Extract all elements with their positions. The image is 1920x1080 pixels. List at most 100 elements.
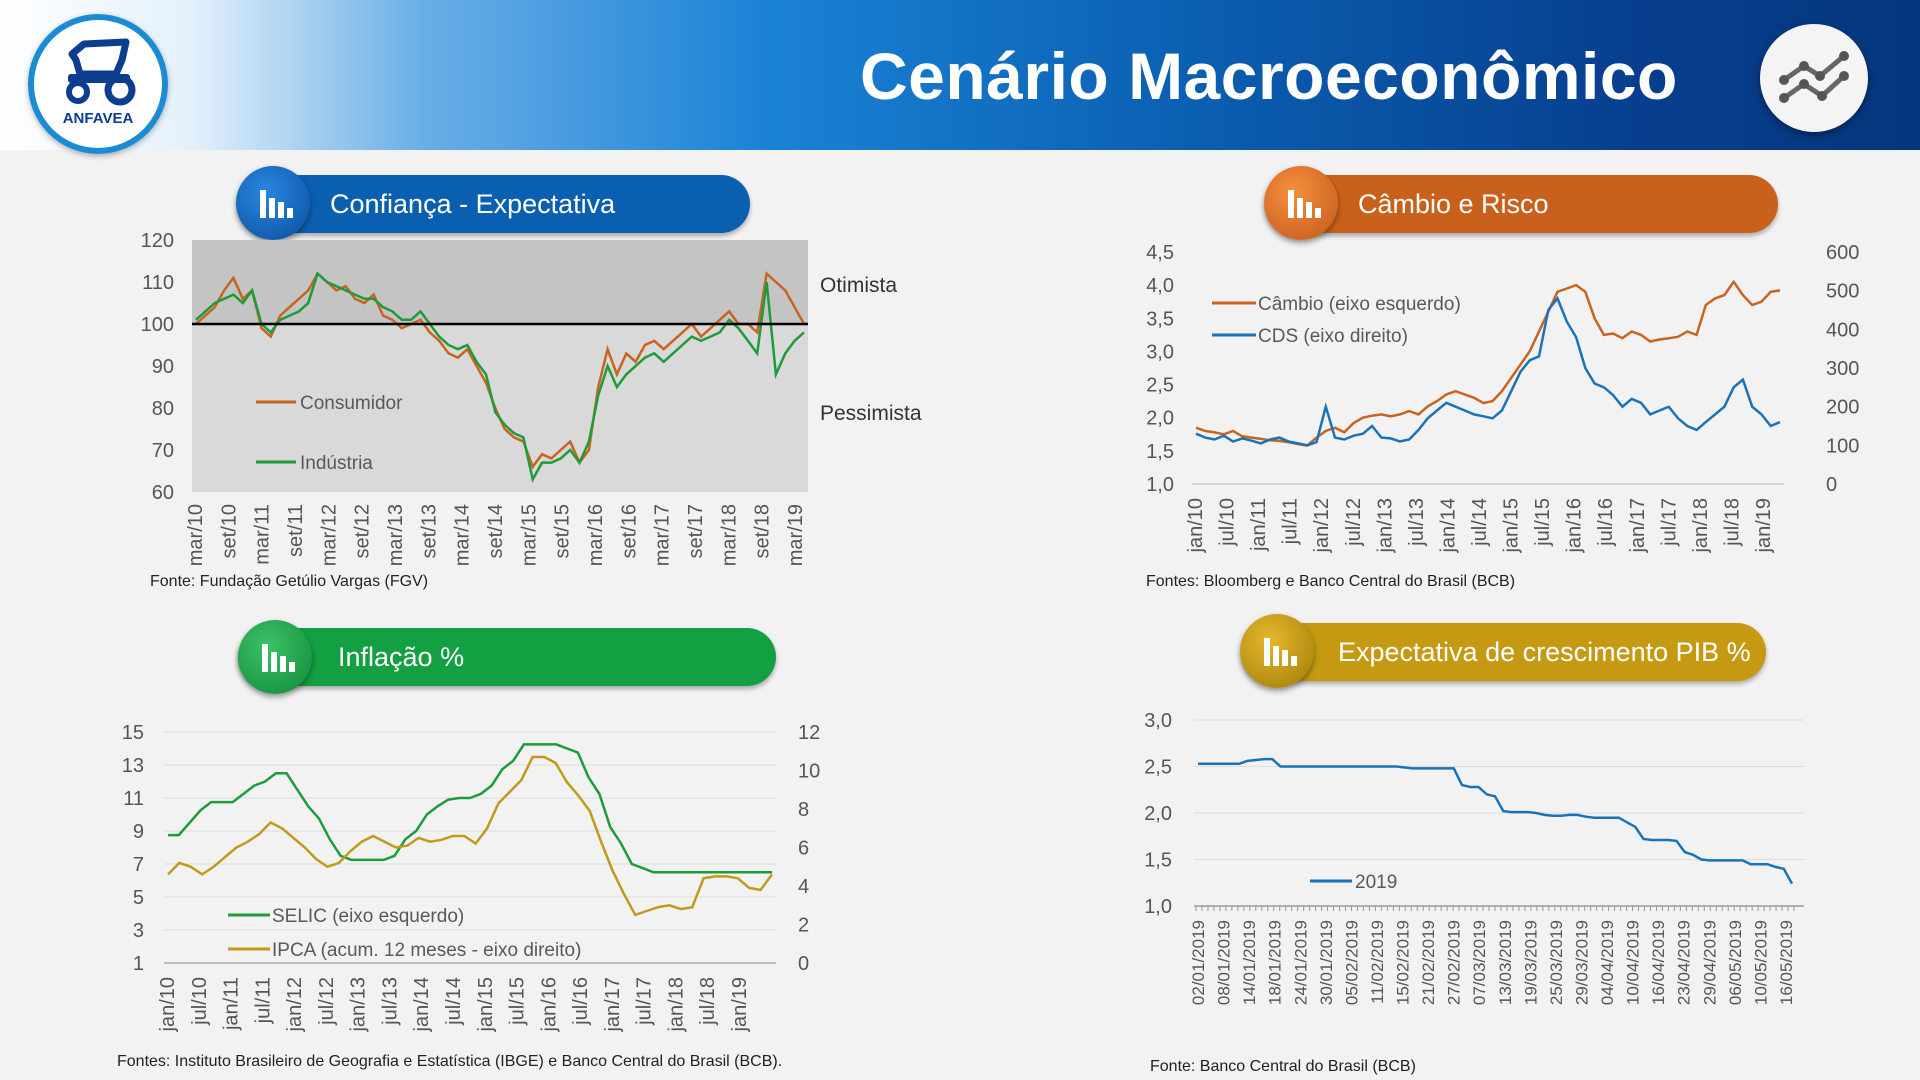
inflacao-x-tick-label: jan/17 bbox=[602, 977, 624, 1033]
y-left-tick-label: 1 bbox=[133, 953, 144, 975]
bar-chart-icon bbox=[1264, 166, 1338, 240]
confianca-source: Fonte: Fundação Getúlio Vargas (FGV) bbox=[150, 573, 429, 590]
pib-chart: 1,0 1,5 2,0 2,5 3,0 2019 02/01/2019 08/01/2019 1… bbox=[1144, 710, 1804, 1005]
pib-x-tick-label: 27/02/2019 bbox=[1445, 920, 1464, 1005]
pib-x-tick-label: 18/01/2019 bbox=[1266, 920, 1285, 1005]
inflacao-x-tick-label: jul/18 bbox=[697, 977, 719, 1026]
annotation-pessimista: Pessimista bbox=[820, 402, 922, 425]
pib-x-tick-label: 15/02/2019 bbox=[1394, 920, 1413, 1005]
cambio-x-tick-label: jan/15 bbox=[1501, 498, 1523, 554]
cambio-x-tick-label: jan/11 bbox=[1248, 498, 1270, 552]
inflacao-x-tick-label: jan/15 bbox=[475, 977, 497, 1033]
series-line-1 bbox=[195, 271, 805, 483]
y-tick-label: 70 bbox=[152, 440, 174, 462]
y-left-tick-label: 9 bbox=[133, 821, 144, 843]
series-line-1 bbox=[167, 755, 774, 917]
pib-x-tick-label: 08/01/2019 bbox=[1215, 920, 1234, 1005]
cambio-x-tick-label: jul/13 bbox=[1406, 498, 1428, 547]
y-right-tick-label: 8 bbox=[798, 799, 809, 821]
inflacao-source: Fontes: Instituto Brasileiro de Geografi… bbox=[117, 1053, 783, 1070]
y-tick-label: 3,0 bbox=[1144, 710, 1172, 732]
y-right-tick-label: 2 bbox=[798, 915, 809, 937]
cambio-x-tick-label: jul/18 bbox=[1721, 498, 1743, 547]
y-tick-label: 1,5 bbox=[1144, 850, 1172, 872]
y-left-tick-label: 7 bbox=[133, 854, 144, 876]
bar-chart-icon bbox=[238, 620, 312, 694]
pib-x-tick-label: 02/01/2019 bbox=[1189, 920, 1208, 1005]
cambio-x-tick-label: jan/10 bbox=[1185, 498, 1207, 554]
pib-title: Expectativa de crescimento PIB % bbox=[1338, 637, 1751, 667]
inflacao-x-tick-label: jul/13 bbox=[379, 977, 401, 1026]
confianca-x-tick-label: set/11 bbox=[285, 504, 307, 557]
inflacao-title: Inflação % bbox=[338, 642, 465, 672]
pib-x-tick-label: 23/04/2019 bbox=[1675, 920, 1694, 1005]
annotation-otimista: Otimista bbox=[820, 274, 897, 297]
confianca-x-tick-label: mar/13 bbox=[385, 504, 407, 566]
y-right-tick-label: 6 bbox=[798, 838, 809, 860]
inflacao-x-tick-label: jan/12 bbox=[284, 977, 306, 1033]
cambio-source: Fontes: Bloomberg e Banco Central do Bra… bbox=[1146, 573, 1516, 590]
bar-chart-icon bbox=[236, 166, 310, 240]
page-title: Cenário Macroeconômico bbox=[860, 39, 1678, 113]
pib-x-tick-label: 25/03/2019 bbox=[1547, 920, 1566, 1005]
cambio-x-tick-label: jul/11 bbox=[1280, 498, 1302, 545]
inflacao-x-tick-label: jan/14 bbox=[411, 977, 433, 1033]
pib-x-tick-label: 10/04/2019 bbox=[1624, 920, 1643, 1005]
inflacao-x-tick-label: jul/15 bbox=[507, 977, 529, 1026]
inflacao-x-tick-label: jan/10 bbox=[157, 977, 179, 1033]
y-right-tick-label: 500 bbox=[1826, 281, 1859, 303]
legend-label: IPCA (acum. 12 meses - eixo direito) bbox=[272, 940, 581, 961]
anfavea-logo: ANFAVEA bbox=[28, 14, 168, 154]
cambio-x-tick-label: jul/10 bbox=[1217, 498, 1239, 547]
confianca-chart: 60 70 80 90 100 110 120 Otimista Pessimista Consu… bbox=[141, 230, 922, 566]
pib-x-tick-label: 10/05/2019 bbox=[1751, 920, 1770, 1005]
cambio-x-tick-label: jul/14 bbox=[1469, 498, 1491, 547]
confianca-x-tick-label: mar/12 bbox=[318, 504, 340, 566]
confianca-title-pill: Confiança - Expectativa bbox=[238, 175, 750, 233]
y-tick-label: 80 bbox=[152, 398, 174, 420]
confianca-x-tick-label: set/18 bbox=[752, 504, 774, 558]
header-banner bbox=[0, 0, 1920, 150]
series-line-0 bbox=[168, 743, 772, 874]
y-left-tick-label: 13 bbox=[122, 755, 144, 777]
legend-label: Câmbio (eixo esquerdo) bbox=[1258, 294, 1461, 315]
confianca-x-tick-label: mar/18 bbox=[718, 504, 740, 566]
cambio-title: Câmbio e Risco bbox=[1358, 189, 1549, 219]
pib-source: Fonte: Banco Central do Brasil (BCB) bbox=[1150, 1058, 1416, 1075]
y-left-tick-label: 5 bbox=[133, 887, 144, 909]
confianca-x-tick-label: set/12 bbox=[352, 504, 374, 558]
confianca-x-tick-label: set/16 bbox=[618, 504, 640, 558]
y-right-tick-label: 300 bbox=[1826, 358, 1859, 380]
confianca-x-tick-label: mar/16 bbox=[585, 504, 607, 566]
pib-x-tick-label: 16/04/2019 bbox=[1649, 920, 1668, 1005]
pib-x-tick-label: 11/02/2019 bbox=[1368, 920, 1387, 1004]
cambio-x-tick-label: jan/12 bbox=[1311, 498, 1333, 554]
y-tick-label: 100 bbox=[141, 314, 174, 336]
bar-chart-icon bbox=[1240, 614, 1314, 688]
y-left-tick-label: 11 bbox=[123, 788, 144, 810]
inflacao-x-tick-label: jul/17 bbox=[634, 977, 656, 1026]
legend-label: SELIC (eixo esquerdo) bbox=[272, 906, 464, 927]
y-left-tick-label: 15 bbox=[122, 722, 144, 744]
y-left-tick-label: 1,5 bbox=[1146, 441, 1174, 463]
line-chart-icon bbox=[1760, 24, 1868, 132]
confianca-x-tick-label: mar/11 bbox=[252, 504, 274, 565]
inflacao-x-tick-label: jul/14 bbox=[443, 977, 465, 1026]
inflacao-x-tick-label: jul/10 bbox=[189, 977, 211, 1026]
legend-label: Consumidor bbox=[300, 393, 403, 414]
logo-text: ANFAVEA bbox=[62, 110, 134, 127]
y-right-tick-label: 600 bbox=[1826, 242, 1859, 264]
confianca-x-tick-label: set/13 bbox=[418, 504, 440, 558]
inflacao-title-pill: Inflação % bbox=[238, 628, 776, 686]
confianca-x-tick-label: mar/19 bbox=[785, 504, 807, 566]
pib-title-pill: Expectativa de crescimento PIB % bbox=[1242, 623, 1766, 681]
y-tick-label: 1,0 bbox=[1144, 896, 1172, 918]
cambio-chart: 1,0 1,5 2,0 2,5 3,0 3,5 4,0 4,5 0 100 200 300 400 500… bbox=[1146, 242, 1859, 554]
y-right-tick-label: 0 bbox=[798, 953, 809, 975]
cambio-x-tick-label: jan/16 bbox=[1564, 498, 1586, 554]
inflacao-x-tick-label: jan/11 bbox=[221, 977, 243, 1031]
confianca-x-tick-label: mar/10 bbox=[185, 504, 207, 566]
optimist-area bbox=[192, 240, 808, 324]
legend-label: Indústria bbox=[300, 453, 373, 474]
